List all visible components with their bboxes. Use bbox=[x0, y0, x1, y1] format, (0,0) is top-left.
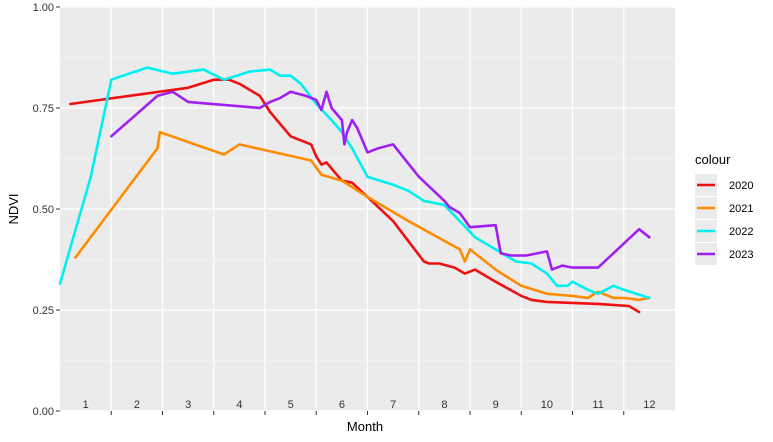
y-tick-label: 0.75 bbox=[33, 103, 54, 115]
month-label: 4 bbox=[236, 399, 242, 411]
month-label: 2 bbox=[134, 399, 140, 411]
y-tick-label: 1.00 bbox=[33, 2, 54, 14]
series-line-2022 bbox=[58, 66, 651, 300]
month-label: 5 bbox=[288, 399, 294, 411]
month-label: 11 bbox=[592, 399, 603, 411]
month-label: 6 bbox=[339, 399, 345, 411]
series-line-2023 bbox=[110, 90, 651, 271]
legend-label-2022: 2022 bbox=[729, 226, 753, 238]
legend-label-2020: 2020 bbox=[729, 180, 753, 192]
series-line-2020 bbox=[69, 78, 641, 314]
month-label: 9 bbox=[493, 399, 499, 411]
y-axis-title: NDVI bbox=[6, 193, 21, 224]
month-label: 8 bbox=[441, 399, 447, 411]
month-label: 7 bbox=[390, 399, 396, 411]
series-lines bbox=[58, 66, 651, 314]
y-tick-label: 0.50 bbox=[33, 204, 54, 216]
legend: colour 2020 2021 2022 2023 bbox=[695, 152, 753, 265]
month-labels-in-panel: 1 2 3 4 5 6 7 8 9 10 11 12 bbox=[83, 399, 656, 411]
x-axis-title: Month bbox=[347, 419, 383, 434]
y-tick-label: 0.25 bbox=[33, 305, 54, 317]
x-axis bbox=[110, 411, 625, 415]
legend-label-2023: 2023 bbox=[729, 249, 753, 261]
legend-title: colour bbox=[695, 152, 731, 167]
legend-label-2021: 2021 bbox=[729, 203, 753, 215]
month-label: 3 bbox=[185, 399, 191, 411]
y-tick-label: 0.00 bbox=[33, 406, 54, 418]
month-label: 1 bbox=[83, 399, 89, 411]
month-label: 12 bbox=[643, 399, 655, 411]
month-label: 10 bbox=[541, 399, 553, 411]
y-axis: 0.00 0.25 0.50 0.75 1.00 bbox=[33, 2, 60, 418]
